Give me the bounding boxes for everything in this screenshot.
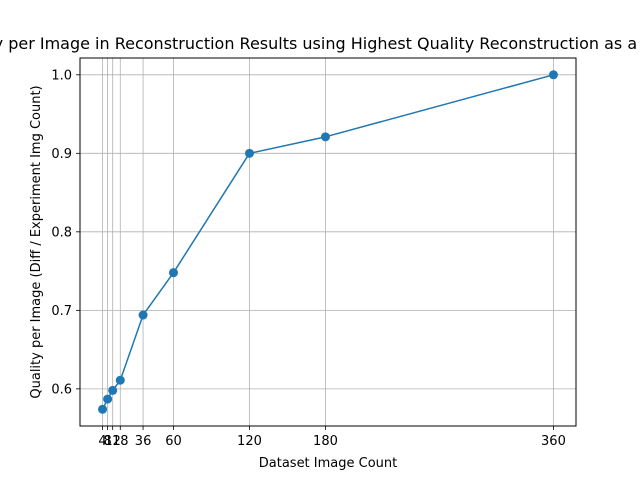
x-axis-label: Dataset Image Count [259,456,398,471]
x-tick-label: 18 [112,434,129,449]
x-tick-label: 36 [135,434,152,449]
y-tick-label: 0.7 [51,304,72,319]
data-point [168,268,178,278]
x-tick-label: 12 [104,434,121,449]
data-point [108,385,118,395]
y-tick-label: 1.0 [51,68,72,83]
x-tick-label: 180 [313,434,338,449]
data-point [320,132,330,142]
grid [80,58,576,426]
y-tick-label: 0.6 [51,382,72,397]
y-tick-label: 0.9 [51,147,72,162]
data-point [98,404,108,414]
data-point [548,70,558,80]
y-tick-label: 0.8 [51,225,72,240]
y-axis-label: Quality per Image (Diff / Experiment Img… [29,85,44,398]
data-series [98,70,558,414]
data-point [244,148,254,158]
data-point [115,375,125,385]
x-tick-label: 60 [165,434,182,449]
chart-title: Quality per Image in Reconstruction Resu… [0,34,640,53]
x-tick-label: 360 [541,434,566,449]
x-tick-label: 8 [103,434,111,449]
x-tick-label: 4 [98,434,106,449]
data-point [103,394,113,404]
data-point [138,310,148,320]
axes-frame [79,57,577,427]
x-tick-label: 120 [237,434,262,449]
